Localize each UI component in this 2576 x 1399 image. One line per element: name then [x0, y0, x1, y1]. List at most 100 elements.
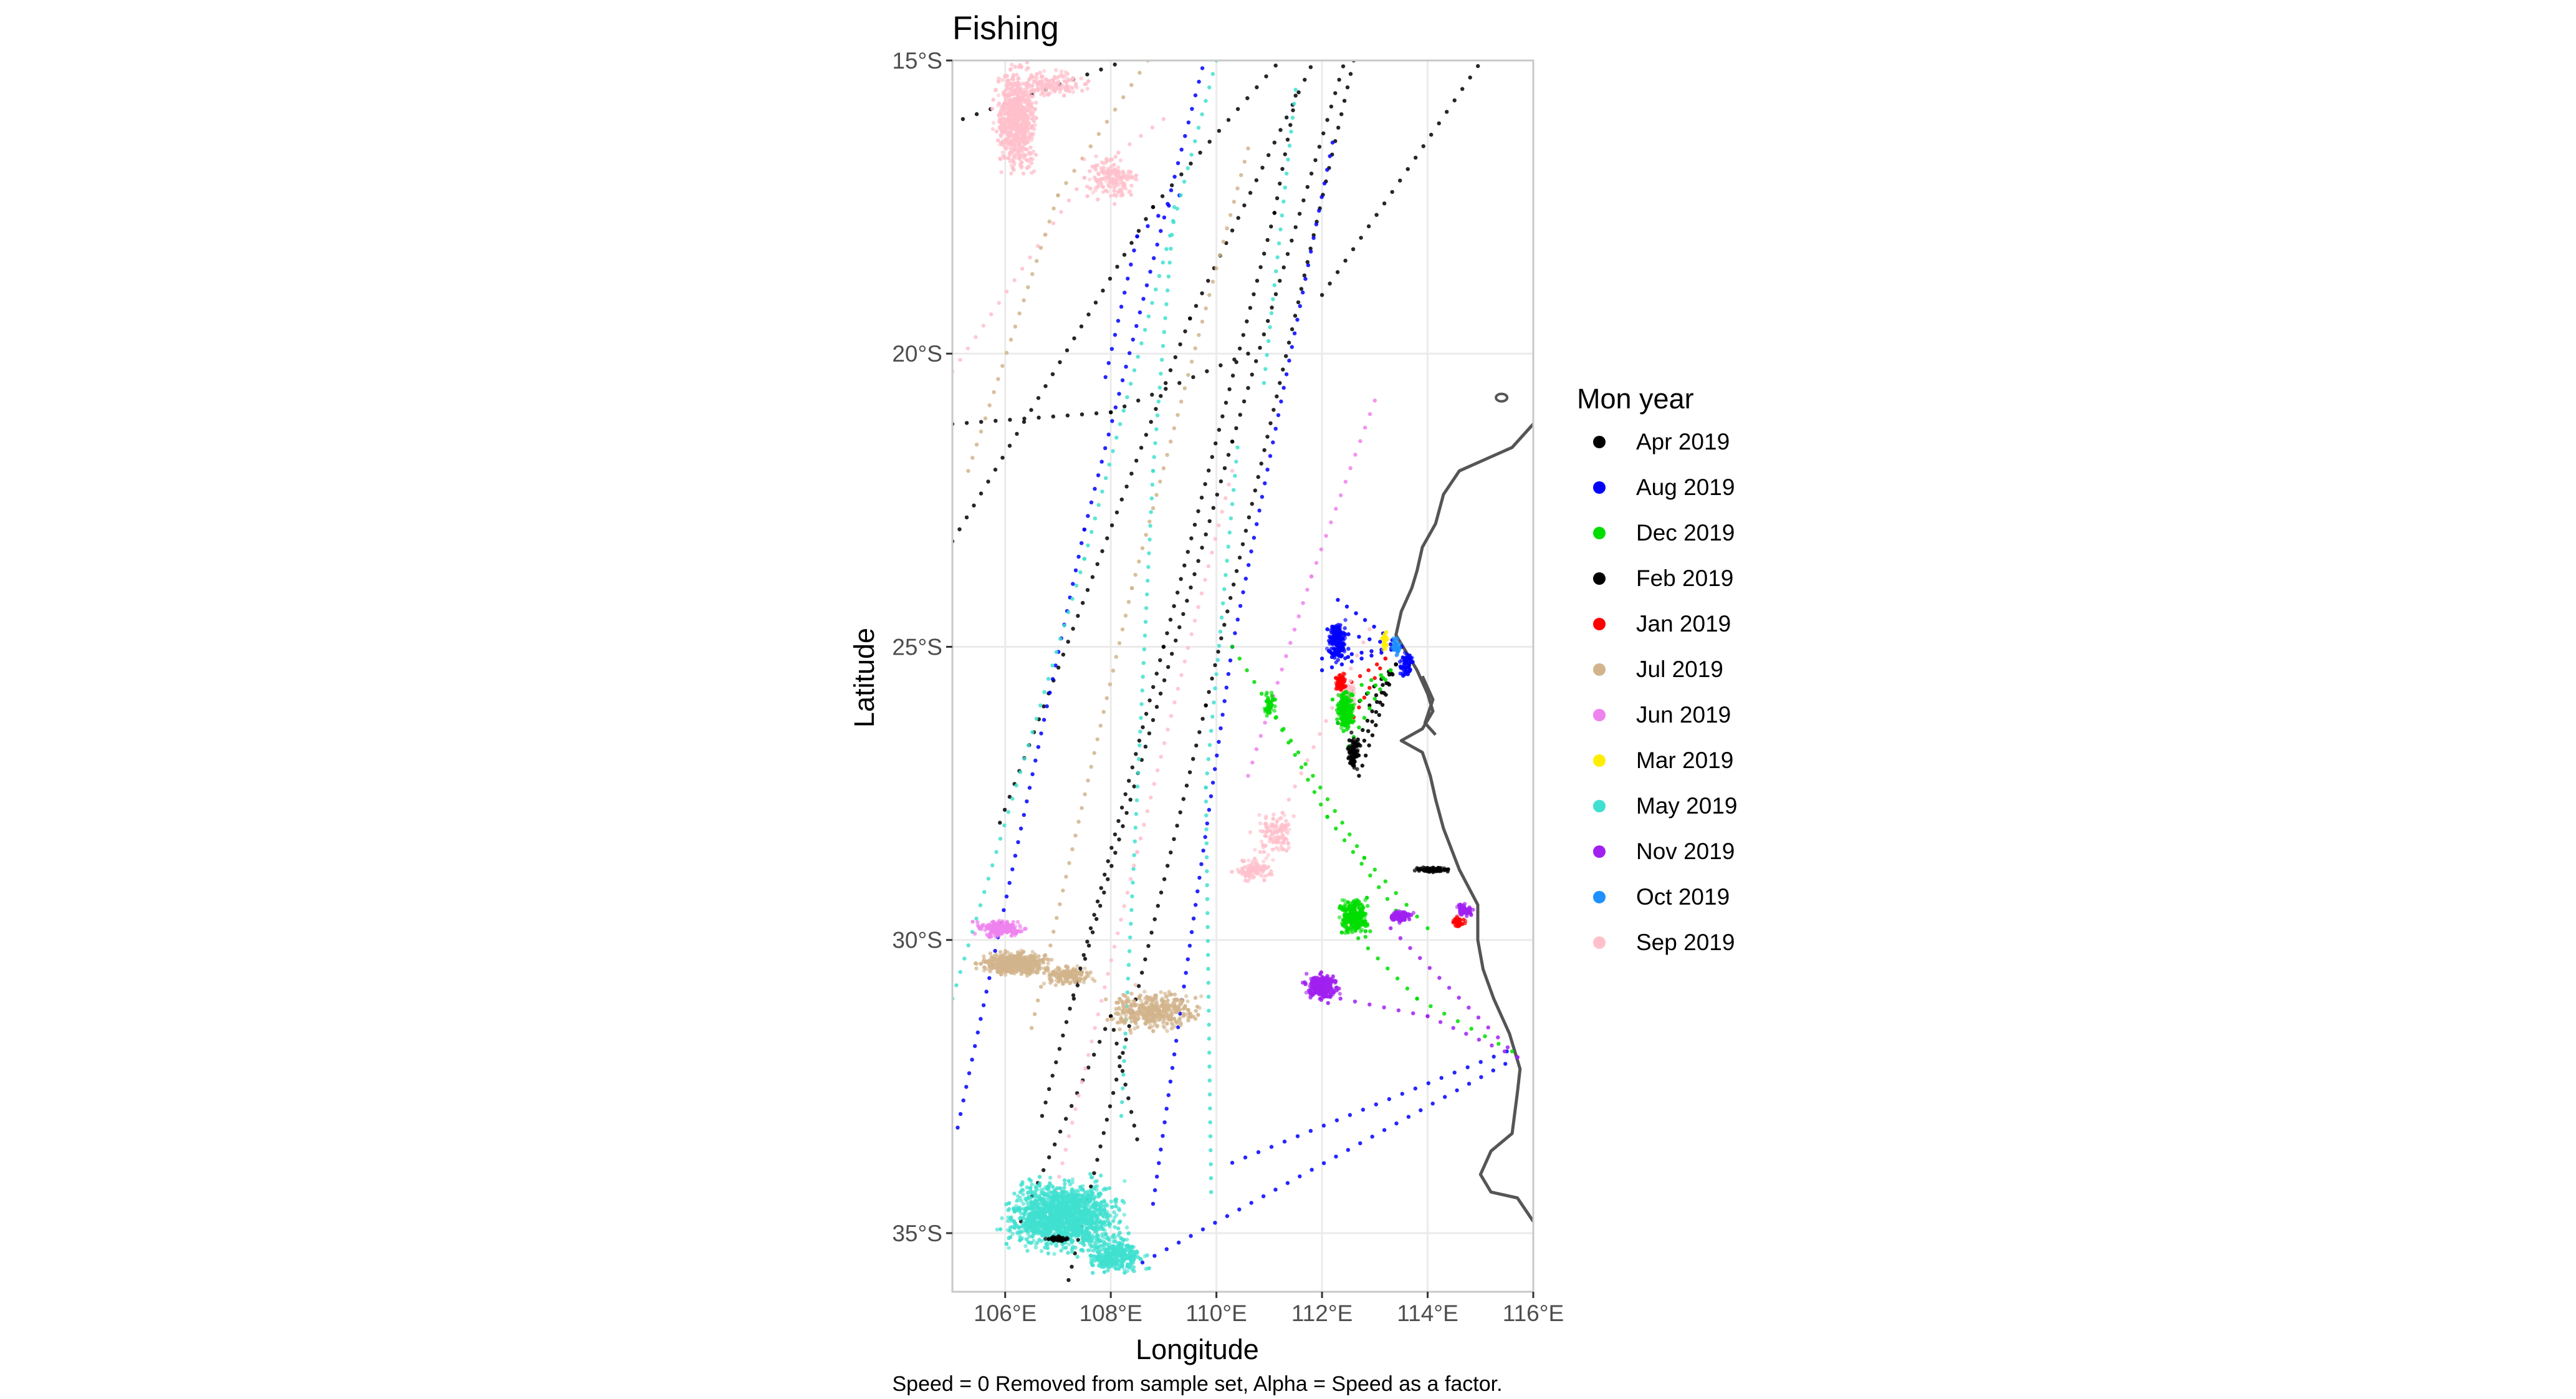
track-point — [1088, 926, 1093, 931]
fan-point — [1366, 729, 1371, 733]
track-point — [1411, 1011, 1415, 1016]
track-point — [1385, 897, 1390, 901]
cluster-point — [1006, 156, 1010, 160]
track-point — [1305, 587, 1310, 592]
track-point — [1194, 903, 1198, 907]
track-point — [1310, 1168, 1314, 1172]
cluster-point — [1025, 166, 1030, 170]
cluster-point — [1012, 82, 1016, 86]
track-point — [1210, 550, 1214, 555]
cluster-point — [1257, 813, 1262, 817]
track-point — [1134, 798, 1139, 802]
cluster-point — [982, 958, 987, 962]
track-point — [1111, 449, 1115, 453]
track-point — [1184, 783, 1189, 788]
track-point — [1083, 956, 1088, 961]
track-point — [1209, 1162, 1213, 1166]
fan-point — [1359, 656, 1364, 661]
cluster-point — [1030, 84, 1035, 88]
track-point — [1124, 810, 1129, 815]
track-point — [1271, 297, 1275, 302]
fan-point — [1378, 640, 1382, 644]
track-point — [1230, 228, 1235, 233]
cluster-point — [1048, 91, 1053, 95]
track-point — [1131, 337, 1136, 342]
cluster-point — [1046, 961, 1050, 966]
track-point — [1334, 826, 1338, 831]
track-point — [1200, 66, 1205, 70]
track-point — [1035, 244, 1040, 248]
track-point — [1262, 381, 1266, 385]
cluster-point — [1161, 999, 1166, 1003]
cluster-point — [997, 922, 1002, 926]
cluster-point — [1119, 193, 1123, 198]
track-point — [1036, 998, 1040, 1002]
track-point — [1237, 656, 1242, 661]
track-point — [1266, 339, 1271, 344]
track-point — [1227, 483, 1231, 487]
track-point — [1237, 555, 1242, 560]
track-point — [1169, 440, 1173, 444]
cluster-point — [1000, 117, 1005, 121]
track-point — [1268, 325, 1272, 329]
fan-point — [1357, 774, 1361, 778]
track-point — [1151, 685, 1156, 690]
cluster-point — [1255, 862, 1260, 867]
cluster-point — [1041, 981, 1046, 986]
fan-point — [1362, 618, 1367, 622]
cluster-point — [1013, 65, 1017, 69]
cluster-point — [1104, 158, 1109, 162]
cluster-point — [1117, 1221, 1121, 1225]
track-point — [1207, 1064, 1212, 1069]
track-point — [1207, 690, 1211, 695]
track-point — [1189, 359, 1194, 364]
track-point — [1285, 115, 1289, 120]
track-point — [1285, 137, 1290, 142]
cluster-point — [1020, 95, 1025, 100]
track-point — [1111, 1090, 1116, 1095]
track-point — [1469, 1026, 1473, 1031]
track-point — [1232, 488, 1236, 493]
track-point — [1330, 140, 1335, 145]
track-point — [1007, 881, 1012, 885]
track-point — [1139, 446, 1144, 450]
cluster-point — [1152, 994, 1157, 999]
track-point — [1142, 822, 1146, 827]
fan-point — [1367, 706, 1372, 711]
cluster-point — [1104, 1187, 1108, 1191]
track-point — [1182, 386, 1187, 390]
track-point — [1200, 716, 1205, 721]
track-point — [1057, 1175, 1061, 1179]
cluster-point — [1261, 829, 1265, 834]
track-point — [1237, 1207, 1242, 1212]
cluster-point — [1264, 830, 1269, 834]
cluster-point — [980, 923, 985, 927]
track-point — [1235, 186, 1240, 191]
track-point — [1189, 153, 1194, 157]
track-point — [1207, 1092, 1212, 1097]
track-point — [1103, 446, 1108, 450]
cluster-point — [1122, 171, 1126, 176]
track-point — [1109, 1014, 1113, 1019]
cluster-point — [1045, 1243, 1050, 1247]
track-point — [1259, 691, 1264, 696]
track-point — [1050, 677, 1055, 681]
cluster-point — [1129, 1019, 1134, 1024]
cluster-point — [1091, 190, 1095, 195]
track-point — [1109, 523, 1114, 527]
cluster-point — [1109, 168, 1113, 173]
fan-point — [1366, 691, 1371, 695]
track-point — [1200, 546, 1204, 550]
track-point — [1141, 725, 1145, 729]
track-point — [1046, 676, 1051, 681]
track-point — [1125, 395, 1129, 400]
cluster-point — [974, 966, 979, 971]
fan-point — [1383, 656, 1387, 661]
track-point — [1117, 837, 1121, 842]
cluster-point — [995, 958, 999, 963]
track-point — [1218, 630, 1223, 634]
track-point — [1095, 899, 1100, 904]
track-point — [1465, 1065, 1470, 1070]
track-point — [1285, 1181, 1290, 1185]
fan-point — [1367, 743, 1371, 748]
